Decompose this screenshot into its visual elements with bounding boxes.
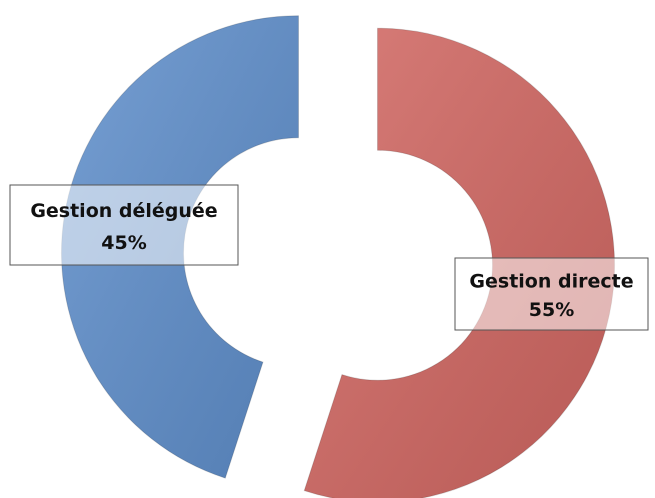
segment-shade xyxy=(304,28,615,498)
data-label-name: Gestion déléguée xyxy=(30,200,217,222)
data-label-name: Gestion directe xyxy=(469,270,633,292)
label-box xyxy=(9,184,239,266)
label-box xyxy=(454,257,649,331)
data-label-value: 55% xyxy=(529,299,574,321)
data-label-value: 45% xyxy=(101,232,146,254)
